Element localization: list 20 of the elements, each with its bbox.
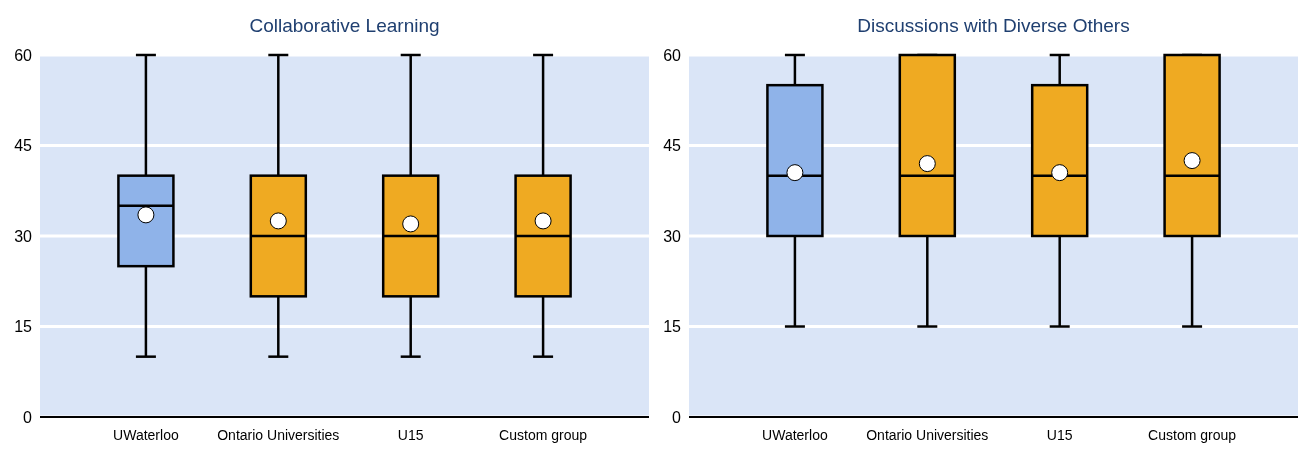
x-tick-label: UWaterloo	[113, 427, 179, 443]
x-tick-label: Ontario Universities	[866, 427, 989, 443]
y-tick-label: 30	[663, 227, 682, 245]
y-tick-label: 30	[14, 227, 33, 245]
x-tick-label: Custom group	[1148, 427, 1237, 443]
x-tick-label: Ontario Universities	[217, 427, 340, 443]
y-tick-label: 15	[663, 318, 682, 336]
x-tick-label: U15	[1046, 427, 1073, 443]
y-tick-label: 45	[663, 137, 682, 155]
y-tick-label: 0	[23, 408, 33, 426]
y-tick-label: 0	[672, 408, 682, 426]
y-tick-label: 15	[14, 318, 33, 336]
x-tick-label: Custom group	[499, 427, 588, 443]
y-tick-label: 60	[14, 46, 33, 64]
y-tick-label: 60	[663, 46, 682, 64]
x-tick-label: UWaterloo	[762, 427, 828, 443]
y-tick-label: 45	[14, 137, 33, 155]
chart-title: Discussions with Diverse Others	[857, 15, 1130, 36]
x-tick-label: U15	[397, 427, 424, 443]
chart-title: Collaborative Learning	[249, 15, 440, 36]
